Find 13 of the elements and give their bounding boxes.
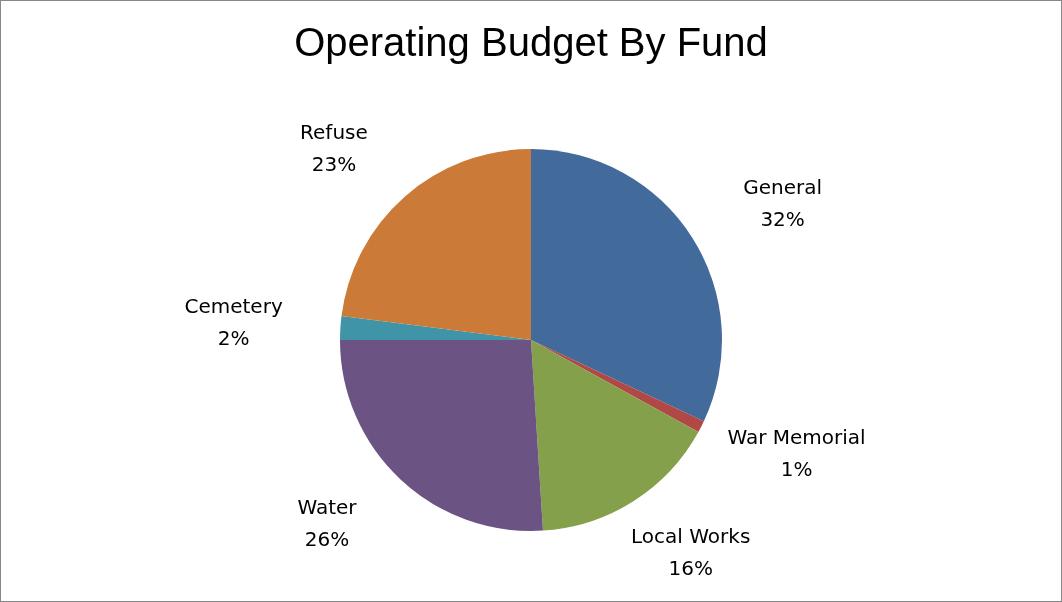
slice-label: Cemetery — [184, 294, 283, 319]
slice-label: Water — [297, 494, 358, 519]
data-label: 2% — [217, 326, 250, 351]
data-label: 23% — [311, 152, 357, 177]
chart-title: Operating Budget By Fund — [294, 20, 768, 65]
slice-label: Refuse — [300, 120, 368, 145]
slice-label: Local Works — [631, 523, 751, 548]
data-label: 1% — [780, 457, 813, 482]
slice-label: War Memorial — [727, 425, 866, 450]
slice-label: General — [743, 174, 823, 199]
data-label: 16% — [668, 555, 713, 580]
data-label: 32% — [760, 206, 805, 231]
data-label: 26% — [304, 526, 350, 551]
